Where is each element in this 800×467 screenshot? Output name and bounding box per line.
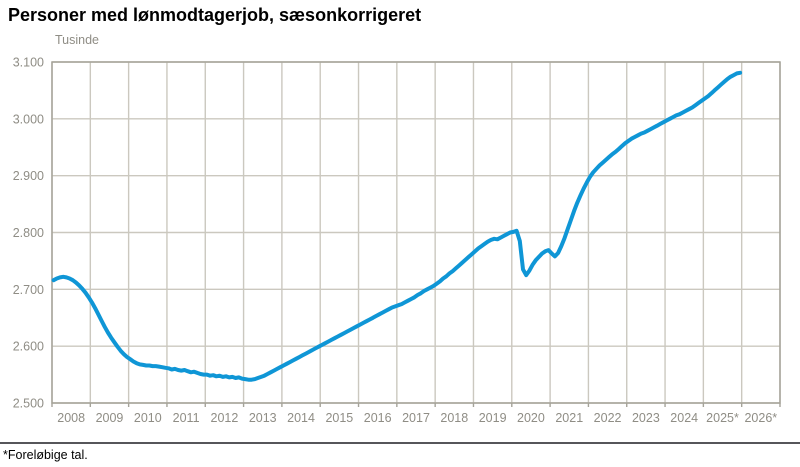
chart-title: Personer med lønmodtagerjob, sæsonkorrig… — [8, 5, 422, 25]
employment-series-line — [51, 70, 743, 382]
x-axis-label: 2021 — [555, 411, 583, 425]
y-axis-label: 3.100 — [13, 56, 44, 70]
x-axis-label: 2023 — [632, 411, 660, 425]
x-axis-label: 2009 — [96, 411, 124, 425]
x-axis-label: 2020 — [517, 411, 545, 425]
y-axis-unit-label: Tusinde — [55, 33, 100, 47]
x-axis-label: 2014 — [287, 411, 315, 425]
employment-line-chart: 3.100 3.000 2.900 2.800 2.700 2.600 2.500 2008 2… — [13, 56, 781, 425]
y-axis-label: 2.900 — [13, 169, 44, 183]
x-axis-label: 2012 — [211, 411, 239, 425]
x-axis-label: 2022 — [594, 411, 622, 425]
y-axis-label: 2.500 — [13, 397, 44, 411]
x-axis-label: 2011 — [173, 411, 200, 425]
plot-border — [51, 61, 781, 404]
y-axis-label: 2.700 — [13, 283, 44, 297]
x-axis-label: 2024 — [670, 411, 698, 425]
x-axis-label: 2010 — [134, 411, 162, 425]
x-axis-label: 2025* — [706, 411, 739, 425]
x-axis-label: 2018 — [440, 411, 468, 425]
x-axis-label: 2013 — [249, 411, 277, 425]
x-axis-label: 2019 — [479, 411, 507, 425]
y-axis-label: 2.600 — [13, 340, 44, 354]
x-axis-label: 2017 — [402, 411, 430, 425]
x-axis-label: 2015 — [325, 411, 353, 425]
y-axis-label: 3.000 — [13, 112, 44, 126]
x-axis-label: 2026* — [744, 411, 777, 425]
footnote: *Foreløbige tal. — [3, 448, 88, 462]
footnote-divider — [0, 442, 800, 444]
y-axis-label: 2.800 — [13, 226, 44, 240]
x-axis-label: 2016 — [364, 411, 392, 425]
x-axis-label: 2008 — [57, 411, 85, 425]
